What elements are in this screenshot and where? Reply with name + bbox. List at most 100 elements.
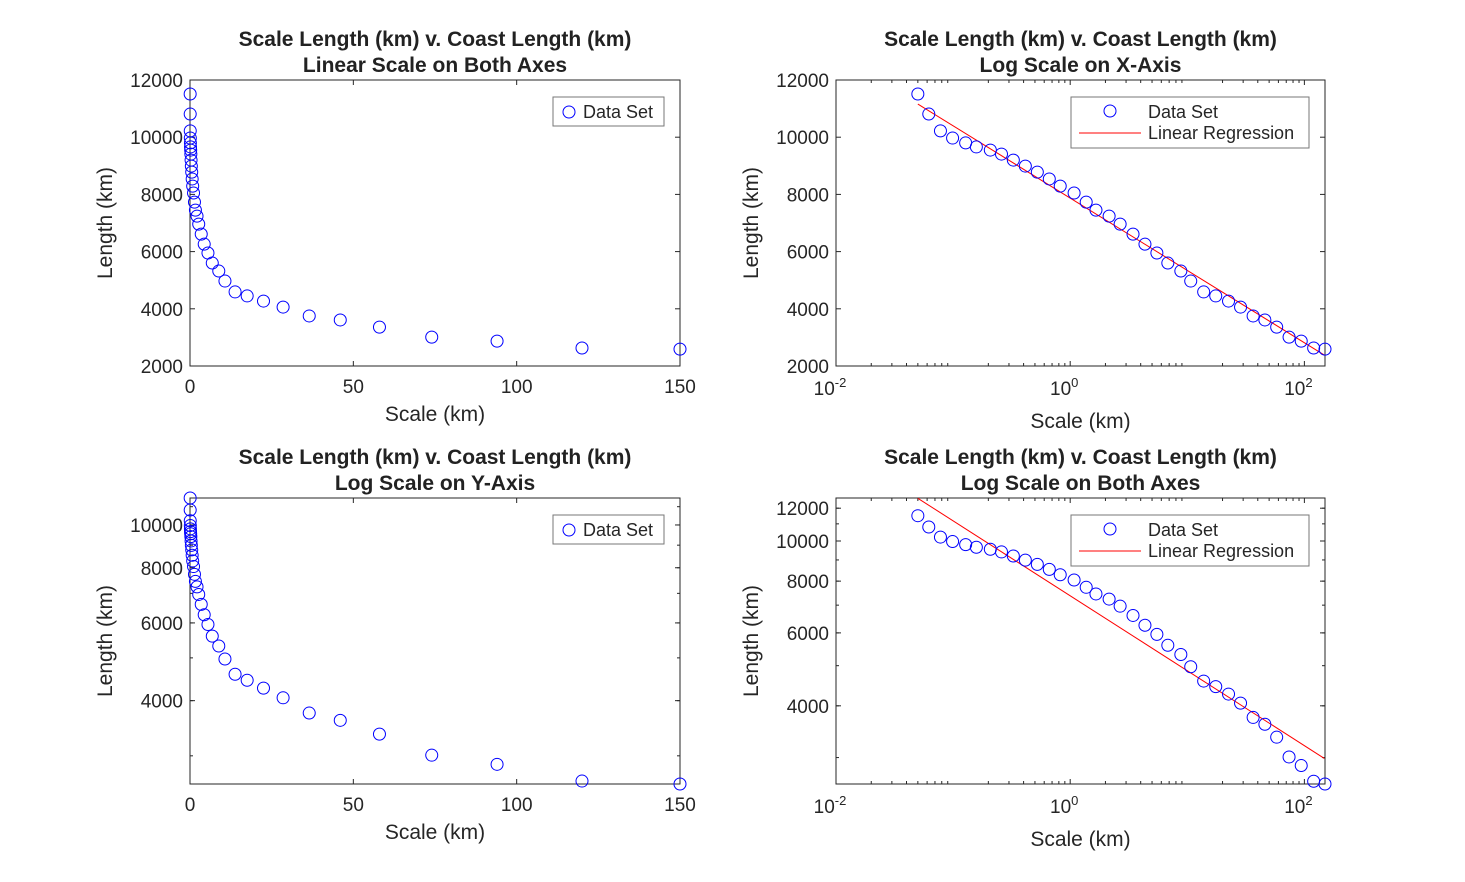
data-point	[1282, 330, 1296, 344]
x-tick-label: 100	[1050, 793, 1078, 818]
data-point	[1270, 730, 1284, 744]
y-tick-label: 10000	[130, 516, 183, 537]
data-point	[1138, 618, 1152, 632]
data-point	[1209, 289, 1223, 303]
data-point	[372, 727, 386, 741]
data-point	[1067, 573, 1081, 587]
data-point	[197, 608, 211, 622]
x-tick-label: 10-2	[814, 793, 847, 818]
data-point	[183, 503, 197, 517]
legend-entry: Data Set	[1148, 520, 1218, 540]
legend-entry: Linear Regression	[1148, 123, 1294, 143]
data-point	[946, 535, 960, 549]
data-point	[1042, 172, 1056, 186]
data-point	[911, 87, 925, 101]
data-point	[575, 341, 589, 355]
data-point	[1161, 638, 1175, 652]
legend-marker	[1103, 104, 1117, 118]
data-point	[1079, 195, 1093, 209]
data-point	[1318, 777, 1332, 791]
legend-box	[552, 514, 665, 545]
y-tick-label: 8000	[141, 185, 183, 206]
y-tick-label: 6000	[787, 243, 829, 264]
data-point	[257, 294, 270, 308]
data-point	[1102, 209, 1116, 223]
data-point	[197, 237, 211, 251]
y-tick-label: 8000	[141, 559, 183, 580]
x-tick-label: 50	[343, 377, 364, 398]
data-point	[994, 147, 1008, 161]
y-tick-label: 2000	[787, 357, 829, 378]
data-point	[946, 131, 960, 145]
data-point	[969, 140, 983, 154]
data-point	[922, 520, 936, 534]
data-point	[333, 713, 347, 727]
data-point	[1197, 285, 1211, 299]
data-point	[959, 538, 973, 552]
subplot-4: Scale Length (km) v. Coast Length (km) Lo…	[740, 446, 1332, 851]
chart-title: Scale Length (km) v. Coast Length (km)	[884, 446, 1277, 469]
data-point	[1113, 599, 1127, 613]
tick-exponent: -2	[835, 793, 847, 808]
legend-marker	[562, 523, 576, 537]
data-point	[184, 140, 198, 154]
data-point	[933, 124, 947, 138]
x-tick-label: 0	[185, 377, 196, 398]
data-point	[1018, 553, 1032, 567]
y-axis-label: Length (km)	[94, 585, 117, 697]
data-point	[1246, 710, 1260, 724]
legend-marker	[562, 105, 576, 119]
legend-entry: Data Set	[1148, 102, 1218, 122]
data-point	[183, 514, 197, 528]
data-point	[184, 159, 198, 173]
data-point	[240, 289, 254, 303]
data-point	[185, 543, 199, 557]
data-point	[190, 580, 204, 594]
data-point	[922, 107, 936, 121]
legend-box	[552, 96, 665, 127]
y-tick-label: 12000	[130, 71, 183, 92]
data-point	[183, 136, 197, 150]
data-point	[184, 530, 198, 544]
data-point	[1102, 592, 1116, 606]
subplot-2: Scale Length (km) v. Coast Length (km) Lo…	[740, 28, 1332, 433]
x-tick-label: 100	[1050, 375, 1078, 400]
y-tick-label: 8000	[787, 572, 829, 593]
x-tick-label: 102	[1284, 793, 1312, 818]
data-point	[1018, 159, 1032, 173]
data-point	[1126, 227, 1140, 241]
y-tick-label: 12000	[776, 71, 829, 92]
axes-box	[189, 79, 681, 367]
x-tick-label: 100	[501, 377, 533, 398]
y-tick-label: 6000	[141, 614, 183, 635]
data-point	[1174, 264, 1188, 278]
data-point	[212, 264, 226, 278]
data-point	[911, 509, 925, 523]
data-point	[302, 309, 316, 323]
x-axis-label: Scale (km)	[1030, 828, 1130, 851]
data-point	[1067, 186, 1081, 200]
data-point	[187, 560, 201, 574]
data-point	[1234, 696, 1248, 710]
data-point	[188, 203, 202, 217]
data-point	[969, 540, 983, 554]
data-point	[673, 777, 687, 791]
data-point	[240, 673, 254, 687]
data-point	[257, 681, 270, 695]
subplot-3: Scale Length (km) v. Coast Length (km) Lo…	[94, 446, 696, 844]
y-tick-label: 8000	[787, 185, 829, 206]
data-point	[1209, 680, 1223, 694]
x-tick-label: 100	[501, 795, 533, 816]
data-point	[184, 143, 198, 157]
tick-exponent: 2	[1305, 375, 1312, 390]
y-tick-label: 4000	[787, 300, 829, 321]
x-tick-label: 150	[664, 795, 696, 816]
data-point	[228, 285, 242, 299]
x-tick-label: 0	[185, 795, 196, 816]
data-point	[187, 567, 201, 581]
x-tick-label: 50	[343, 795, 364, 816]
y-tick-label: 10000	[776, 532, 829, 553]
data-point	[1222, 294, 1236, 308]
legend-entry: Data Set	[583, 520, 653, 540]
